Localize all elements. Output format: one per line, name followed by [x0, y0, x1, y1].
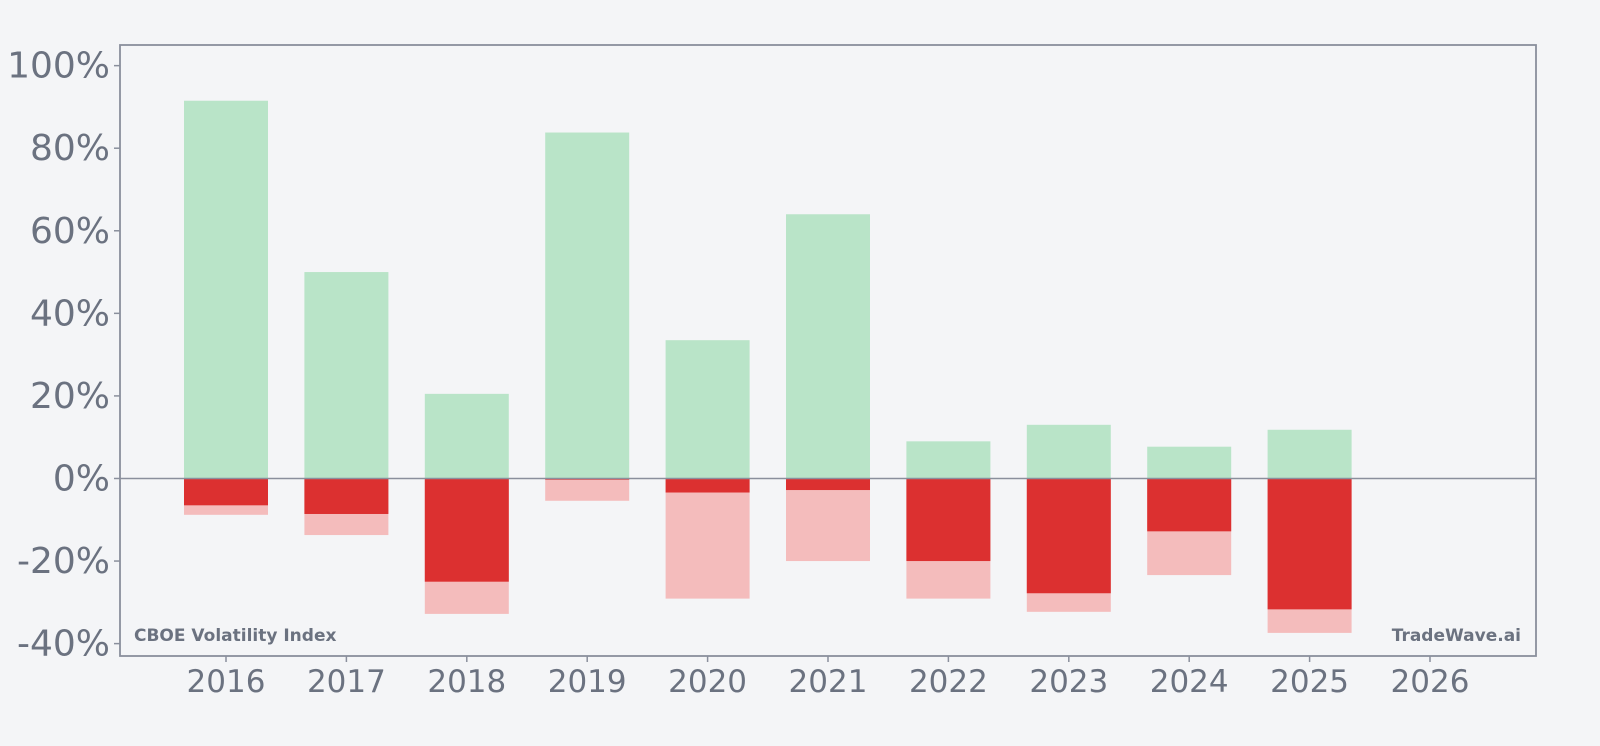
- bar-negative-dark-2025: [1267, 478, 1352, 610]
- y-tick-label: 40%: [30, 293, 110, 334]
- y-axis: 100% 80% 60% 40% 20% 0% -20% -40%: [7, 46, 120, 665]
- x-axis: 2016 2017 2018 2019 2020 2021 2022 2023 2024 2025…: [187, 656, 1470, 700]
- bar-negative-light-2019: [545, 478, 630, 501]
- x-tick-label: 2017: [307, 664, 386, 700]
- y-tick-label: 60%: [30, 211, 110, 252]
- x-tick-label: 2023: [1029, 664, 1108, 700]
- bar-positive-2022: [906, 441, 991, 479]
- bar-negative-dark-2024: [1147, 478, 1232, 532]
- y-tick-label: -40%: [17, 624, 110, 665]
- bar-negative-dark-2016: [184, 478, 268, 506]
- watermark-left: CBOE Volatility Index: [134, 626, 336, 646]
- x-tick-label: 2024: [1150, 664, 1229, 700]
- x-tick-label: 2016: [187, 664, 266, 700]
- bar-positive-2021: [786, 214, 870, 479]
- watermark-right: TradeWave.ai: [1392, 626, 1521, 646]
- y-tick-label: 20%: [30, 376, 110, 417]
- bar-negative-dark-2020: [665, 478, 750, 493]
- bar-positive-2025: [1267, 429, 1352, 479]
- bar-positive-2023: [1026, 424, 1111, 479]
- x-tick-label: 2025: [1270, 664, 1349, 700]
- bar-negative-dark-2023: [1026, 478, 1111, 594]
- bar-positive-2017: [304, 272, 389, 479]
- bars-layer: [184, 100, 1352, 633]
- x-tick-label: 2020: [668, 664, 747, 700]
- x-tick-label: 2026: [1391, 664, 1470, 700]
- bar-negative-light-2020: [665, 478, 750, 599]
- bar-negative-dark-2017: [304, 478, 389, 514]
- bar-positive-2019: [545, 132, 630, 479]
- bar-negative-dark-2022: [906, 478, 991, 562]
- bar-negative-dark-2018: [424, 478, 509, 582]
- bar-positive-2016: [184, 100, 268, 479]
- bar-positive-2024: [1147, 446, 1232, 479]
- y-tick-label: 100%: [7, 46, 110, 87]
- bar-negative-dark-2021: [786, 478, 870, 491]
- bar-negative-light-2021: [786, 478, 870, 562]
- y-tick-label: 0%: [53, 458, 110, 499]
- x-tick-label: 2021: [789, 664, 868, 700]
- bar-positive-2020: [665, 340, 750, 479]
- y-tick-label: -20%: [17, 541, 110, 582]
- y-tick-label: 80%: [30, 128, 110, 169]
- bar-positive-2018: [424, 393, 509, 479]
- x-tick-label: 2022: [909, 664, 988, 700]
- x-tick-label: 2018: [427, 664, 506, 700]
- x-tick-label: 2019: [548, 664, 627, 700]
